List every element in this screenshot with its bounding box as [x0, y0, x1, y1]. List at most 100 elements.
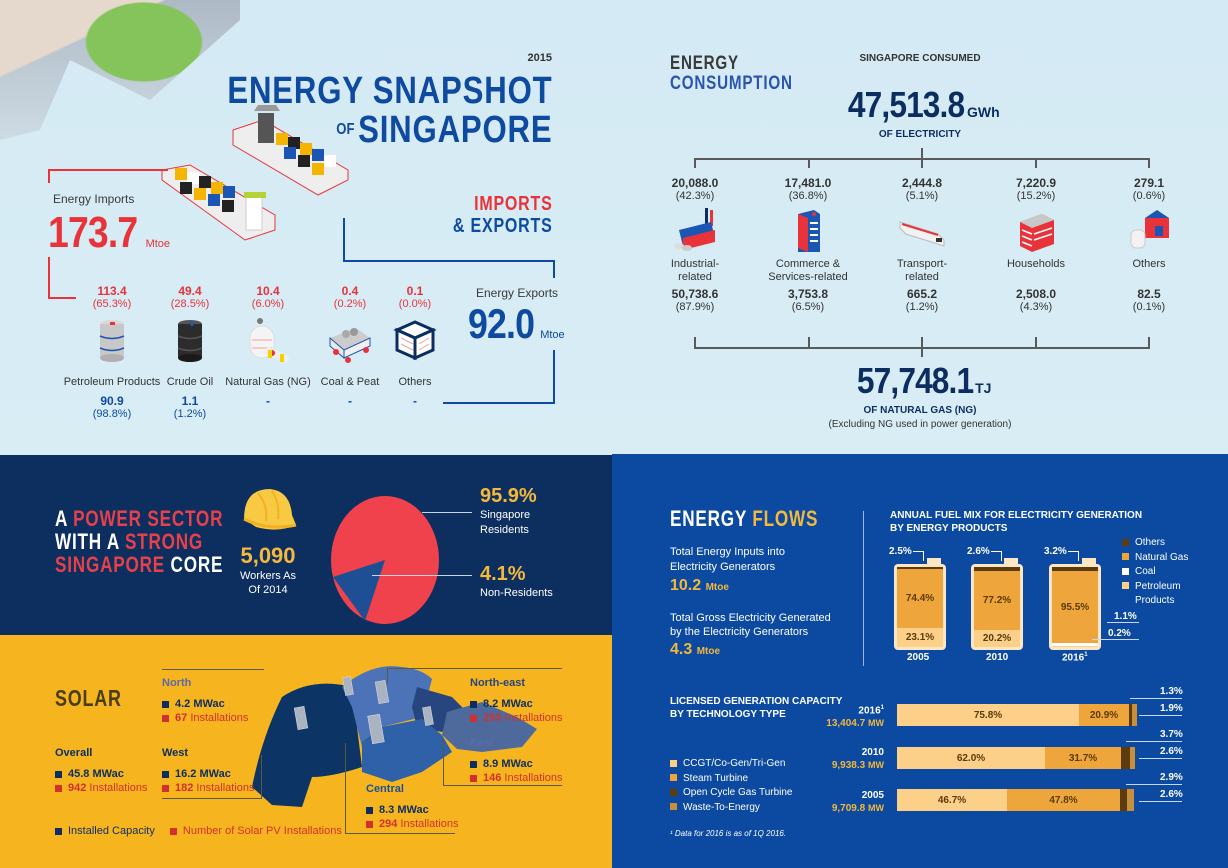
import-value: 10.4: [256, 284, 280, 298]
wte-segment: [1127, 789, 1134, 811]
flows-heading-white: ENERGY: [670, 506, 747, 531]
legend-label: Steam Turbine: [683, 772, 749, 784]
region-name: East: [470, 737, 494, 749]
sector-name: Industrial- related: [670, 258, 720, 283]
gas-tank-pipe-icon: [244, 316, 292, 364]
capacity-marker-icon: [55, 770, 62, 778]
imports-unit: Mtoe: [145, 238, 171, 250]
ocgt-pct-label: 3.7%: [1160, 729, 1183, 740]
leader-line: [1126, 784, 1182, 785]
electricity-value: 47,513.8: [848, 84, 965, 125]
export-value: -: [348, 394, 352, 408]
product-name: Natural Gas (NG): [225, 376, 311, 388]
residents-pct: 95.9%: [480, 485, 537, 507]
ocgt-segment: [1120, 789, 1127, 811]
wte-pct-label: 1.9%: [1160, 703, 1183, 714]
wte-segment: [1130, 747, 1135, 769]
consumption-heading-line2: CONSUMPTION: [670, 73, 793, 94]
exports-unit: Mtoe: [540, 329, 565, 341]
leader-line: [1130, 698, 1182, 699]
energy-imports-label: Energy Imports: [53, 192, 135, 206]
installations-marker-icon: [366, 820, 373, 828]
legend-label: Natural Gas: [1135, 551, 1189, 563]
gas-sector-value: 3,753.8: [787, 287, 829, 301]
capacity-row-label-2016: 20161 13,404.7 MW: [826, 705, 884, 730]
coal-cart-icon: [326, 316, 374, 364]
electricity-sector-value: 17,481.0: [784, 176, 832, 190]
electricity-sector-value: 20,088.0: [671, 176, 719, 190]
electricity-sector-pct: (36.8%): [788, 190, 828, 202]
ccgt-segment: 75.8%: [897, 704, 1079, 726]
region-name: West: [162, 747, 189, 759]
workers-value: 5,090: [240, 543, 296, 568]
battery-shape: 74.4% 23.1%: [894, 558, 946, 650]
input-unit: Mtoe: [705, 582, 729, 593]
ccgt-legend-icon: [670, 759, 677, 767]
natural-gas-segment: 77.2%: [974, 571, 1020, 630]
exports-connector: [553, 260, 555, 278]
title-line1: ENERGY SNAPSHOT: [226, 70, 552, 112]
region-installs-label: Installations: [504, 772, 563, 784]
exports-value: 92.0: [468, 300, 535, 347]
leader-line: [923, 551, 924, 561]
capacity-row-label-2010: 2010 9,938.3 MW: [831, 747, 884, 771]
leader-line: [1001, 551, 1002, 561]
solar-region-overall: Overall 45.8 MWac 942 Installations: [55, 746, 148, 795]
input-label: Total Energy Inputs into: [670, 546, 785, 558]
others-pct-label: 3.2%: [1044, 546, 1067, 557]
sector-column: 7,220.9 (15.2%) Households 2,508.0 (4.3%…: [996, 176, 1076, 313]
solar-region-north-east: North-east 8.2 MWac 253 Installations: [470, 676, 563, 725]
gross-unit: Mtoe: [696, 646, 721, 657]
region-installs-count: 294: [379, 818, 398, 830]
region-installs-label: Installations: [400, 818, 459, 830]
fuel-mix-bar-2016: 3.2% 95.5%: [1042, 544, 1112, 654]
export-pct: (1.2%): [173, 408, 207, 420]
installations-legend-icon: [169, 827, 177, 835]
electricity-sector-value: 279.1: [1133, 176, 1165, 190]
steam-segment: 47.8%: [1007, 789, 1120, 811]
electricity-sector-pct: (42.3%): [675, 190, 715, 202]
gas-label: OF NATURAL GAS (NG): [863, 405, 977, 416]
heading-part: STRONG: [124, 529, 204, 554]
leader-line: [345, 833, 455, 834]
others-pct-label: 2.5%: [889, 546, 912, 557]
capacity-title: LICENSED GENERATION CAPACITY BY TECHNOLO…: [670, 695, 842, 721]
leader-line: [1139, 758, 1182, 759]
region-capacity: 8.9 MWac: [483, 758, 533, 770]
imports-exports-heading: IMPORTS & EXPORTS: [453, 193, 553, 237]
leader-line: [387, 668, 388, 684]
steam-segment: 20.9%: [1079, 704, 1129, 726]
natural-gas-legend-icon: [1122, 553, 1129, 561]
bracket: [1148, 337, 1150, 347]
product-column: 10.4 (6.0%) Natural Gas (NG) -: [222, 284, 314, 408]
region-installs-count: 146: [483, 772, 502, 784]
electricity-sector-pct: (5.1%): [905, 190, 939, 202]
heading-part: SINGAPORE: [55, 552, 171, 577]
region-name: North: [162, 677, 192, 689]
others-segment: [897, 567, 943, 569]
year-label: 2005: [907, 652, 930, 663]
battery-shape: 77.2% 20.2%: [971, 558, 1023, 650]
capacity-bar-2016: 75.8% 20.9%: [897, 704, 1137, 726]
bracket: [921, 337, 923, 357]
bracket: [694, 337, 696, 347]
solar-heading: SOLAR: [55, 685, 122, 711]
heading-part: WITH A: [55, 529, 125, 554]
capacity-marker-icon: [470, 700, 477, 708]
sector-name: Commerce & Services-related: [768, 258, 848, 283]
singapore-map: [252, 657, 552, 812]
others-segment: [974, 567, 1020, 571]
capacity-marker-icon: [162, 700, 169, 708]
fuel-mix-bar-2010: 2.6% 77.2% 20.2%: [964, 544, 1034, 654]
input-label: Electricity Generators: [670, 561, 776, 573]
capacity-bar-2005: 46.7% 47.8%: [897, 789, 1137, 811]
product-column: 0.4 (0.2%) Coal & Peat -: [312, 284, 388, 408]
sector-name: Transport- related: [896, 258, 948, 283]
solar-region-north: North 4.2 MWac 67 Installations: [162, 676, 248, 725]
legend-label: CCGT/Co-Gen/Tri-Gen: [683, 758, 786, 769]
energy-imports-total: 173.7 Mtoe: [48, 208, 170, 258]
petroleum-pct-label: 0.2%: [1108, 628, 1131, 639]
steam-legend-icon: [670, 774, 677, 782]
cargo-ship-illustration: [228, 105, 358, 205]
export-value: 1.1: [181, 394, 199, 408]
